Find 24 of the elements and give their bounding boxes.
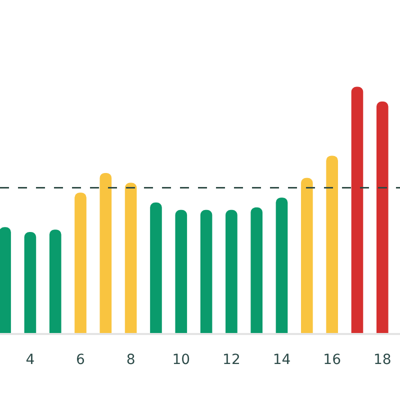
bar bbox=[301, 178, 313, 333]
x-tick-label: 18 bbox=[373, 352, 392, 368]
x-tick-label: 14 bbox=[272, 352, 291, 368]
bar bbox=[326, 156, 338, 333]
bar bbox=[200, 210, 212, 333]
bar bbox=[250, 207, 263, 333]
bar bbox=[351, 86, 364, 333]
bar bbox=[74, 192, 86, 333]
x-tick-label: 10 bbox=[172, 352, 190, 368]
x-tick-label: 8 bbox=[126, 352, 136, 368]
x-tick-label: 12 bbox=[222, 352, 240, 368]
bar bbox=[49, 230, 62, 333]
bar bbox=[226, 210, 238, 333]
x-tick-label: 6 bbox=[76, 352, 86, 368]
x-tick-label: 4 bbox=[26, 352, 35, 368]
bar bbox=[24, 232, 36, 333]
bar bbox=[376, 102, 388, 333]
bar bbox=[0, 227, 11, 333]
bar bbox=[100, 172, 112, 333]
bar bbox=[175, 210, 188, 333]
bar bbox=[150, 202, 162, 333]
bar bbox=[276, 198, 288, 333]
bar bbox=[124, 182, 137, 333]
x-tick-label: 16 bbox=[323, 352, 342, 368]
